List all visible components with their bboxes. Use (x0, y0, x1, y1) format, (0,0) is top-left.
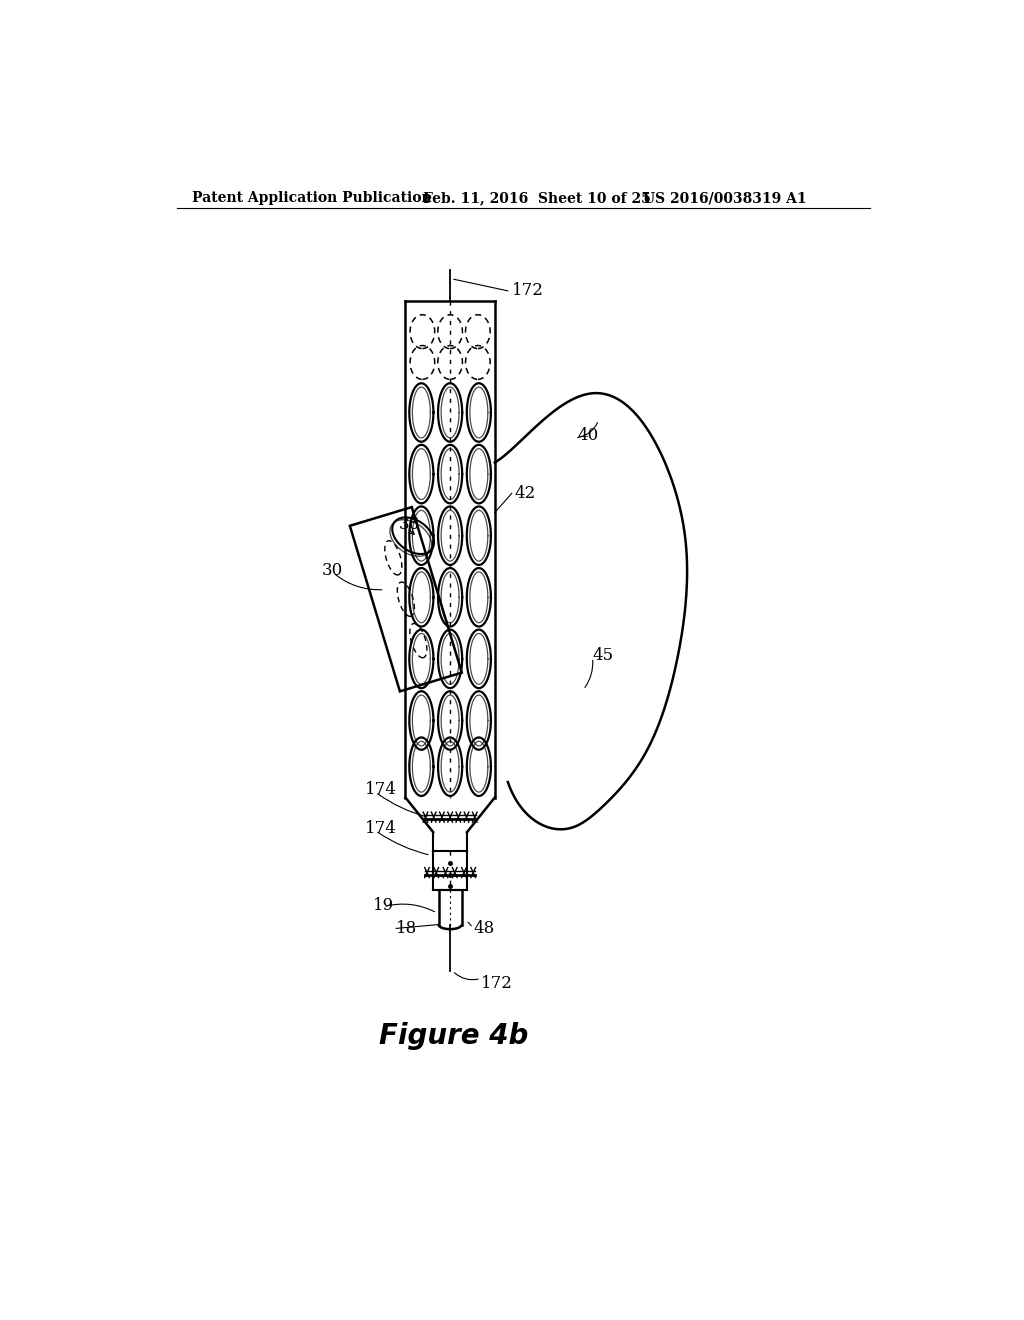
Text: 40: 40 (578, 428, 598, 444)
Text: 174: 174 (366, 781, 397, 799)
Text: 36: 36 (398, 516, 420, 533)
Text: 42: 42 (514, 484, 536, 502)
Text: 48: 48 (473, 920, 495, 937)
Text: 45: 45 (593, 647, 613, 664)
Text: 172: 172 (481, 975, 513, 993)
Text: 172: 172 (512, 282, 544, 300)
Text: 174: 174 (366, 820, 397, 837)
Text: Patent Application Publication: Patent Application Publication (193, 191, 432, 206)
Text: Figure 4b: Figure 4b (379, 1022, 528, 1051)
Text: 18: 18 (396, 920, 418, 937)
Text: US 2016/0038319 A1: US 2016/0038319 A1 (643, 191, 806, 206)
Text: 30: 30 (322, 562, 343, 579)
Text: Feb. 11, 2016  Sheet 10 of 25: Feb. 11, 2016 Sheet 10 of 25 (423, 191, 651, 206)
Text: 19: 19 (373, 896, 394, 913)
